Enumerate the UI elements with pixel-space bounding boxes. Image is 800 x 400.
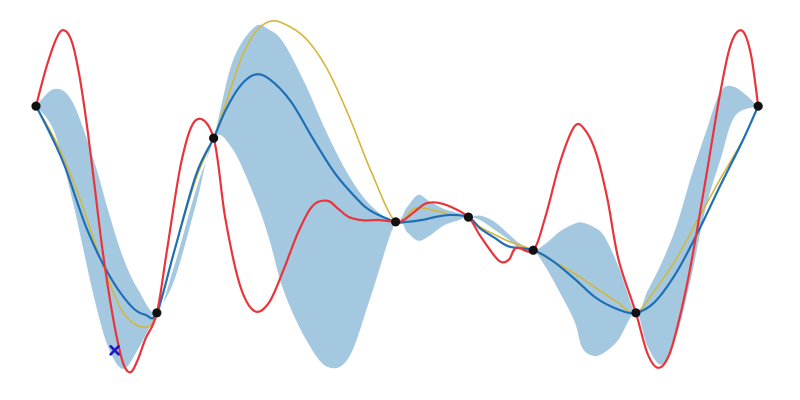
observation-point (631, 308, 641, 318)
observation-point (152, 308, 162, 318)
yellow-series-line (35, 19, 759, 329)
observation-point (753, 101, 763, 111)
observations-layer (31, 101, 763, 318)
confidence-band-layer (36, 24, 759, 369)
candidate-x-marker (109, 345, 120, 356)
observation-point (31, 101, 41, 111)
confidence-band (36, 24, 759, 369)
red-series-line (34, 29, 760, 374)
observation-point (528, 245, 538, 255)
mean-series-line (34, 73, 760, 320)
observation-point (391, 217, 401, 227)
observation-point (209, 133, 219, 143)
candidate-marker-layer (109, 345, 120, 356)
observation-point (463, 212, 474, 222)
